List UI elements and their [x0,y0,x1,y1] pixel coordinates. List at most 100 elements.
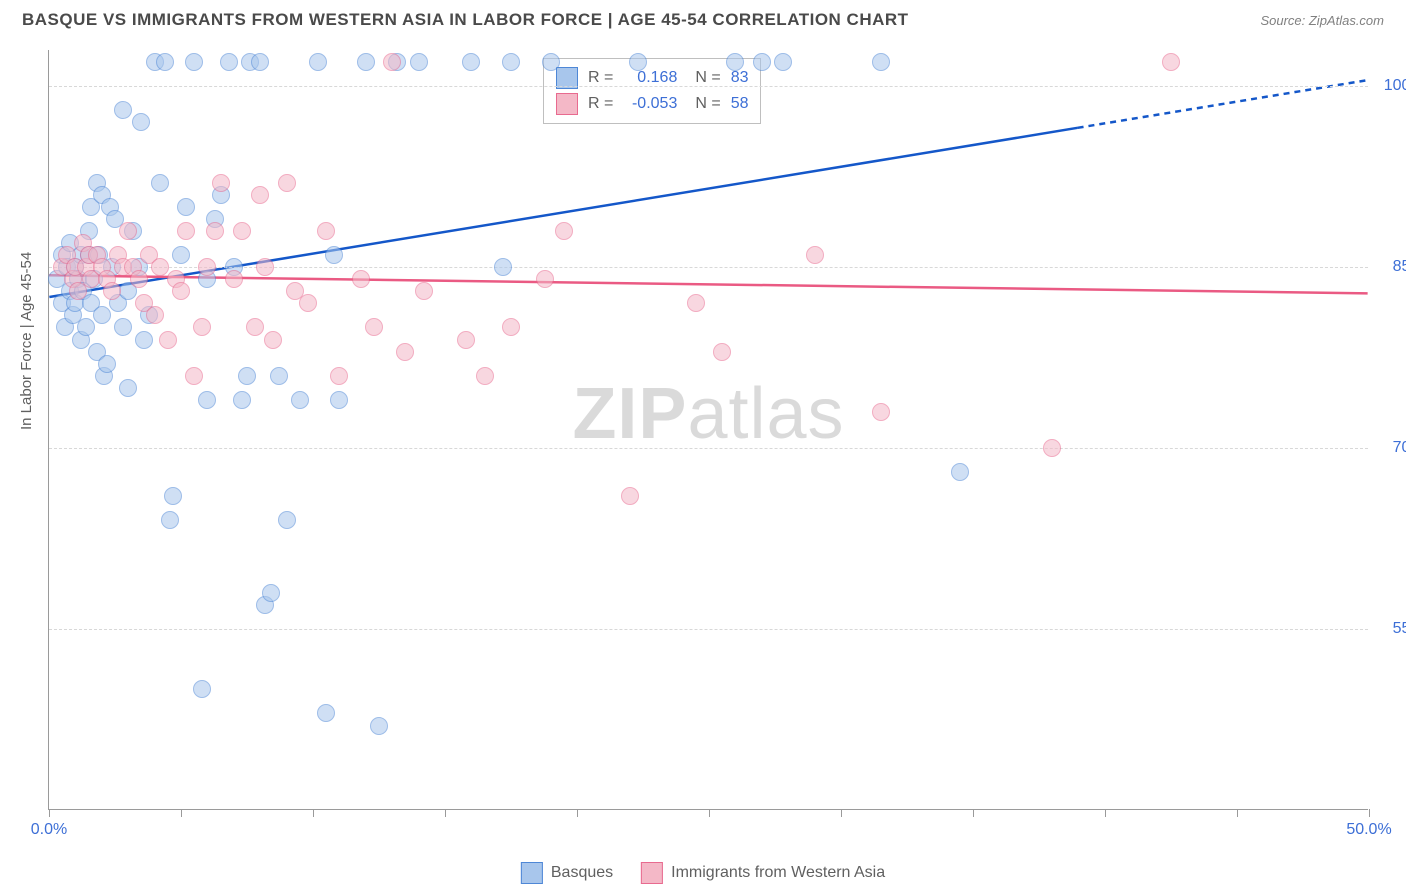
data-point [476,367,494,385]
data-point [256,258,274,276]
chart-title: BASQUE VS IMMIGRANTS FROM WESTERN ASIA I… [22,10,909,30]
legend-label: Immigrants from Western Asia [671,864,885,882]
data-point [872,53,890,71]
data-point [502,53,520,71]
x-tick [181,809,182,817]
data-point [1162,53,1180,71]
x-tick-label: 0.0% [31,821,67,839]
data-point [365,318,383,336]
data-point [206,222,224,240]
y-tick-label: 100.0% [1378,77,1406,95]
data-point [309,53,327,71]
watermark: ZIPatlas [572,373,844,455]
data-point [156,53,174,71]
data-point [278,511,296,529]
y-tick-label: 70.0% [1378,439,1406,457]
data-point [198,391,216,409]
legend-label: Basques [551,864,613,882]
data-point [462,53,480,71]
data-point [93,306,111,324]
data-point [325,246,343,264]
legend-swatch [641,862,663,884]
legend-swatch-immigrants [556,93,578,115]
data-point [233,391,251,409]
data-point [119,379,137,397]
data-point [629,53,647,71]
data-point [177,222,195,240]
data-point [317,704,335,722]
legend-item: Immigrants from Western Asia [641,862,885,884]
data-point [98,355,116,373]
x-tick [709,809,710,817]
gridline-h [49,86,1368,87]
data-point [383,53,401,71]
data-point [159,331,177,349]
data-point [1043,439,1061,457]
data-point [185,53,203,71]
data-point [726,53,744,71]
data-point [132,113,150,131]
data-point [119,222,137,240]
data-point [291,391,309,409]
data-point [251,186,269,204]
data-point [317,222,335,240]
data-point [370,717,388,735]
x-tick [49,809,50,817]
data-point [251,53,269,71]
data-point [555,222,573,240]
x-tick [1105,809,1106,817]
data-point [494,258,512,276]
data-point [233,222,251,240]
title-bar: BASQUE VS IMMIGRANTS FROM WESTERN ASIA I… [0,0,1406,38]
data-point [774,53,792,71]
data-point [225,270,243,288]
x-tick [313,809,314,817]
data-point [502,318,520,336]
data-point [410,53,428,71]
gridline-h [49,629,1368,630]
data-point [151,258,169,276]
data-point [330,391,348,409]
data-point [542,53,560,71]
data-point [172,246,190,264]
legend-swatch [521,862,543,884]
trend-lines [49,50,1368,809]
data-point [77,318,95,336]
data-point [246,318,264,336]
data-point [330,367,348,385]
data-point [270,367,288,385]
y-tick-label: 55.0% [1378,620,1406,638]
x-tick [1237,809,1238,817]
legend-item: Basques [521,862,613,884]
data-point [951,463,969,481]
data-point [172,282,190,300]
data-point [198,258,216,276]
data-point [536,270,554,288]
data-point [299,294,317,312]
data-point [130,270,148,288]
data-point [238,367,256,385]
data-point [713,343,731,361]
data-point [114,318,132,336]
data-point [753,53,771,71]
data-point [415,282,433,300]
y-axis-label: In Labor Force | Age 45-54 [18,252,35,430]
data-point [396,343,414,361]
x-tick-label: 50.0% [1346,821,1391,839]
legend-row-immigrants: R = -0.053 N = 58 [556,91,748,117]
data-point [264,331,282,349]
data-point [193,318,211,336]
data-point [177,198,195,216]
gridline-h [49,267,1368,268]
data-point [114,101,132,119]
data-point [135,331,153,349]
gridline-h [49,448,1368,449]
x-tick [841,809,842,817]
data-point [103,282,121,300]
data-point [262,584,280,602]
data-point [185,367,203,385]
data-point [164,487,182,505]
source-label: Source: ZipAtlas.com [1260,13,1384,28]
x-tick [445,809,446,817]
data-point [151,174,169,192]
